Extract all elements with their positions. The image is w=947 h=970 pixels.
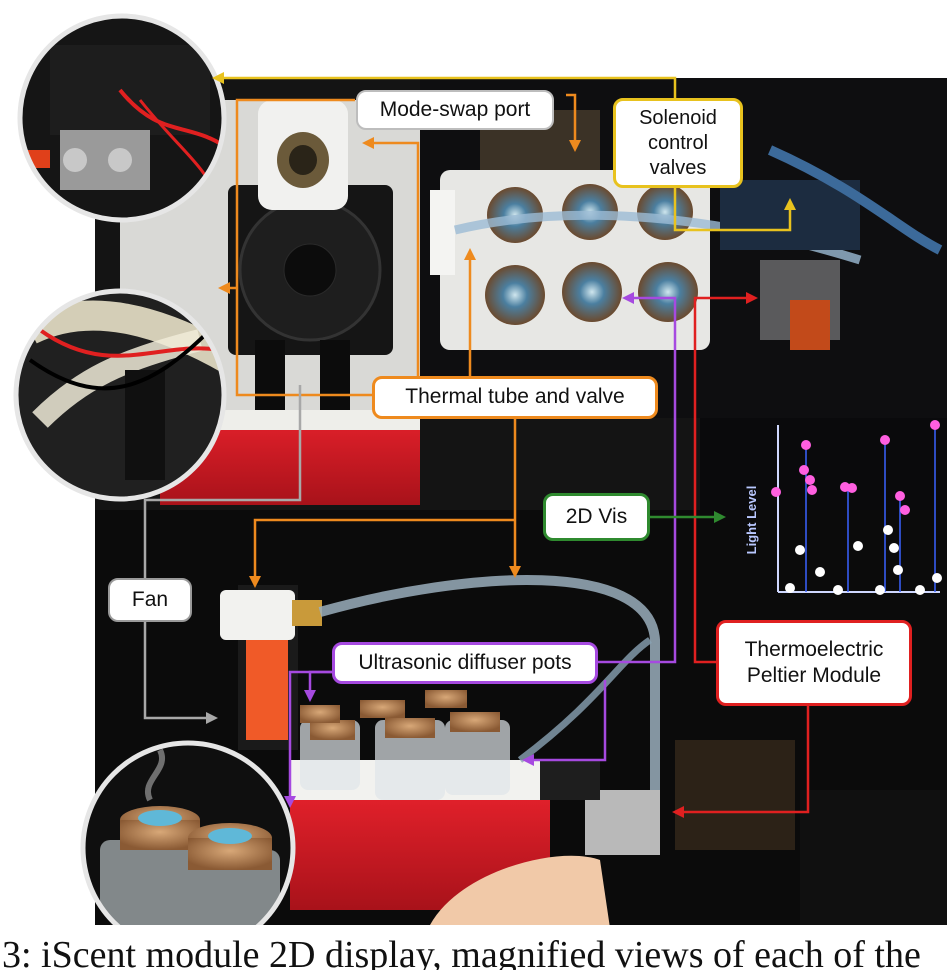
label-peltier-line2: Peltier Module: [746, 664, 882, 687]
magnifier-fan-wiring: [16, 291, 224, 499]
label-solenoid-line1: Solenoid: [639, 106, 717, 129]
magnifier-solenoid: [20, 16, 224, 220]
plot-ylabel: Light Level: [744, 486, 759, 555]
label-fan: Fan: [108, 578, 192, 622]
label-2d-vis: 2D Vis: [543, 493, 650, 541]
label-solenoid-line2: control: [647, 131, 709, 154]
fan-callout-lines: [143, 385, 302, 720]
label-peltier-line1: Thermoelectric: [744, 637, 884, 661]
ultrasonic-callout-lines: [288, 296, 677, 800]
light-level-plot: Light Level: [744, 420, 942, 595]
thermal-callout-lines: [253, 255, 517, 580]
figure-caption: 3: iScent module 2D display, magnified v…: [0, 925, 947, 970]
peltier-callout-lines: [680, 296, 810, 814]
label-solenoid-line3: valves: [649, 156, 707, 179]
label-ultrasonic-diffuser-pots: Ultrasonic diffuser pots: [332, 642, 598, 684]
label-solenoid-control-valves: Solenoid control valves: [613, 98, 743, 188]
label-mode-swap-port: Mode-swap port: [356, 90, 554, 130]
label-thermal-tube-and-valve: Thermal tube and valve: [372, 376, 658, 419]
label-thermoelectric-peltier-module: Thermoelectric Peltier Module: [716, 620, 912, 706]
